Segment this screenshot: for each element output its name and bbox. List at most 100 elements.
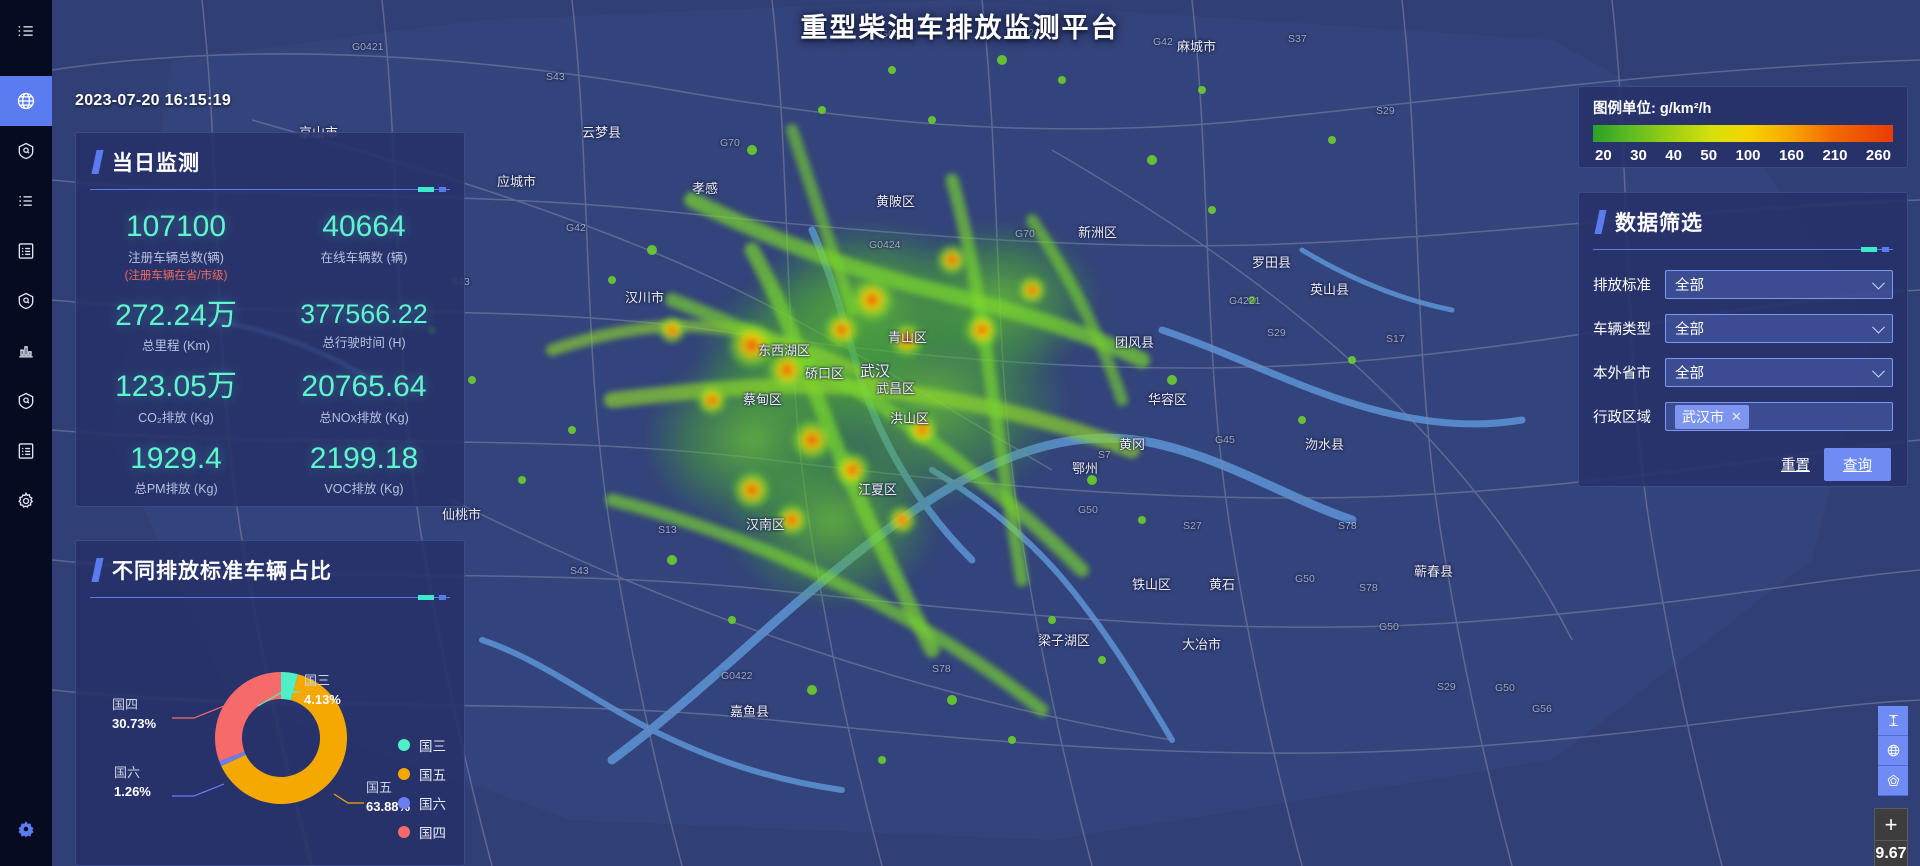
basemap-toggle-button[interactable] [1878, 736, 1908, 766]
filter-label: 车辆类型 [1593, 322, 1651, 338]
donut-label-name: 国四 [112, 697, 139, 712]
donut-slice[interactable] [214, 672, 281, 762]
legend-tick: 40 [1665, 147, 1682, 164]
filter-label: 行政区域 [1593, 410, 1651, 426]
stat-label: CO₂排放 (Kg) [138, 410, 214, 425]
stat-item: 40664 在线车辆数 (辆) [270, 204, 458, 291]
shield-search-icon [18, 292, 34, 310]
stat-label: 注册车辆总数(辆) [128, 250, 224, 265]
filter-rows: 排放标准 全部 车辆类型 全部 本外省市 全部 行政区域 武汉市 ✕ [1579, 250, 1907, 431]
left-sidebar[interactable] [0, 0, 52, 866]
emission-standard-ratio-panel: 不同排放标准车辆占比 国三 4.13% 国五 63.88% 国六 1.26% 国四 30.73… [75, 540, 465, 866]
filter-tag[interactable]: 武汉市 ✕ [1675, 404, 1749, 429]
globe-icon [1887, 744, 1899, 757]
filter-tag-label: 武汉市 [1682, 408, 1724, 425]
donut-legend-label: 国六 [419, 797, 446, 812]
sidebar-item-menu[interactable] [0, 6, 52, 56]
stat-label: 总行驶时间 (H) [322, 335, 406, 350]
stat-label: VOC排放 (Kg) [324, 482, 404, 497]
filter-select[interactable]: 全部 [1665, 314, 1893, 343]
filter-tag-input[interactable]: 武汉市 ✕ [1665, 402, 1893, 431]
sidebar-item-reports[interactable] [0, 226, 52, 276]
donut-slice[interactable] [281, 672, 298, 701]
shield-search-icon [18, 392, 34, 410]
stat-value: 2199.18 [309, 441, 419, 475]
map-zoom-control[interactable]: + 9.67 [1874, 808, 1908, 866]
filter-select-value: 全部 [1675, 278, 1704, 294]
legend-unit-label: 图例单位: g/km²/h [1593, 101, 1712, 117]
donut-label-percent: 4.13% [304, 691, 341, 707]
stat-value: 40664 [322, 210, 406, 243]
document-icon [18, 243, 34, 259]
donut-leader-line [172, 783, 225, 797]
stat-item: 123.05万 CO₂排放 (Kg) [82, 364, 270, 434]
polygon-icon [1887, 774, 1899, 786]
sidebar-item-audit[interactable] [0, 376, 52, 426]
stat-value: 272.24万 [115, 298, 237, 332]
polygon-select-button[interactable] [1878, 766, 1908, 796]
sidebar-item-records[interactable] [0, 176, 52, 226]
donut-legend-item[interactable]: 国五 [398, 764, 446, 784]
legend-color-dot [398, 768, 410, 780]
donut-legend[interactable]: 国三国五国六国四 [398, 735, 446, 842]
donut-slice[interactable] [219, 751, 246, 767]
sidebar-item-archive[interactable] [0, 426, 52, 476]
filter-label: 本外省市 [1593, 366, 1651, 382]
sidebar-item-analytics[interactable] [0, 326, 52, 376]
zoom-in-button[interactable]: + [1875, 809, 1907, 841]
filter-row: 车辆类型 全部 [1593, 314, 1893, 343]
donut-legend-item[interactable]: 国三 [398, 735, 446, 755]
donut-leader-line [172, 705, 225, 719]
stat-label: 总PM排放 (Kg) [134, 482, 218, 497]
map-tool-buttons[interactable] [1878, 706, 1908, 796]
filter-select[interactable]: 全部 [1665, 270, 1893, 299]
globe-icon [17, 92, 35, 110]
accent-bar-icon [1594, 210, 1607, 234]
donut-chart[interactable]: 国三 4.13% 国五 63.88% 国六 1.26% 国四 30.73% 国三 国五 国六 国四 [76, 598, 466, 860]
panel-title: 当日监测 [112, 152, 200, 175]
legend-color-gradient [1593, 125, 1893, 142]
panel-header: 不同排放标准车辆占比 [76, 541, 464, 591]
legend-color-dot [398, 826, 410, 838]
document-icon [18, 443, 34, 459]
stat-item: 1929.4 总PM排放 (Kg) [82, 436, 270, 506]
chevron-down-icon [1872, 276, 1885, 290]
stat-item: 20765.64 总NOx排放 (Kg) [270, 364, 458, 434]
sidebar-bottom-settings[interactable] [0, 804, 52, 854]
measure-tool-button[interactable] [1878, 706, 1908, 736]
sidebar-item-inspection[interactable] [0, 276, 52, 326]
panel-title: 数据筛选 [1615, 212, 1703, 235]
query-button[interactable]: 查询 [1824, 448, 1891, 481]
stat-label: 总里程 (Km) [141, 339, 211, 354]
close-icon[interactable]: ✕ [1731, 408, 1742, 424]
legend-tick: 160 [1778, 147, 1804, 164]
stat-label: 总NOx排放 (Kg) [319, 410, 409, 425]
donut-label: 国三 4.13% [304, 672, 341, 710]
panel-divider [90, 595, 450, 600]
panel-divider [1593, 247, 1893, 252]
stat-item: 2199.18 VOC排放 (Kg) [270, 436, 458, 506]
donut-leader-line [257, 691, 300, 707]
panel-divider [90, 187, 450, 192]
accent-bar-icon [91, 150, 104, 174]
reset-button[interactable]: 重置 [1781, 454, 1810, 475]
filter-row: 本外省市 全部 [1593, 358, 1893, 387]
bar-chart-icon [19, 346, 33, 358]
map-vector-layer [52, 0, 1920, 866]
donut-legend-item[interactable]: 国六 [398, 793, 446, 813]
chevron-down-icon [1872, 320, 1885, 334]
filter-row: 排放标准 全部 [1593, 270, 1893, 299]
donut-legend-item[interactable]: 国四 [398, 822, 446, 842]
donut-label: 国六 1.26% [114, 764, 151, 802]
sidebar-item-settings[interactable] [0, 476, 52, 526]
sidebar-item-map[interactable] [0, 76, 52, 126]
donut-legend-label: 国四 [419, 826, 446, 841]
sidebar-item-monitor[interactable] [0, 126, 52, 176]
donut-slice[interactable] [221, 674, 347, 804]
filter-label: 排放标准 [1593, 278, 1651, 294]
filter-actions: 重置 查询 [1579, 446, 1907, 481]
stats-grid: 107100 注册车辆总数(辆) (注册车辆在省/市级) 40664 在线车辆数 (辆)… [76, 190, 464, 505]
shield-search-icon [18, 142, 34, 160]
panel-header: 数据筛选 [1579, 193, 1907, 243]
filter-select[interactable]: 全部 [1665, 358, 1893, 387]
